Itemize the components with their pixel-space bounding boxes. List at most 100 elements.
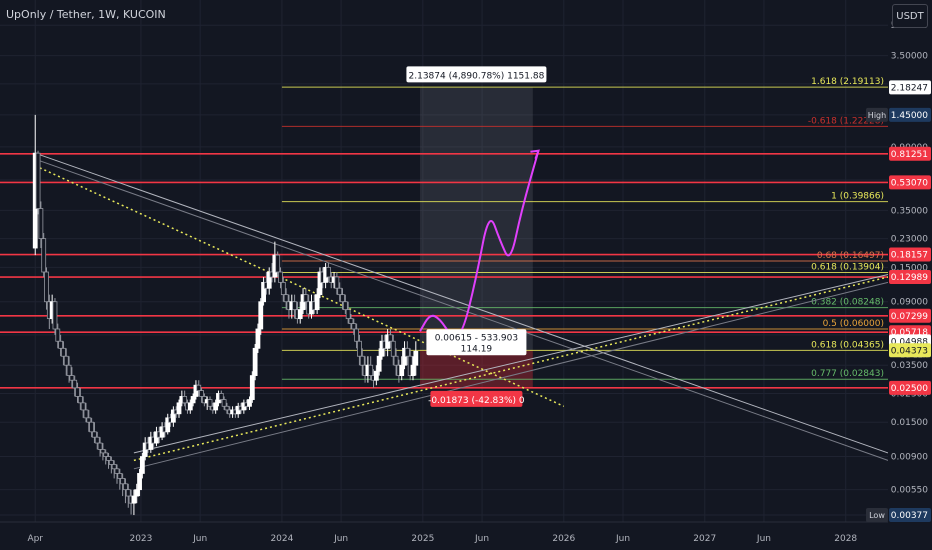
- candle-body: [354, 328, 360, 342]
- candle-body: [297, 309, 303, 320]
- candle-body: [125, 489, 131, 497]
- candle-body: [100, 449, 106, 454]
- candle-body: [117, 473, 123, 479]
- candle-body: [334, 276, 340, 289]
- candle-body: [252, 347, 258, 376]
- y-tick-label: 0.23000: [891, 235, 928, 245]
- price-badge: [889, 80, 931, 95]
- y-tick-label: 0.00900: [891, 453, 928, 463]
- candle-body: [340, 294, 345, 303]
- position-label-line1: 0.00615 - 533.903: [435, 333, 518, 343]
- candle-body: [176, 402, 182, 415]
- price-badge-label: 0.04988: [891, 337, 928, 347]
- candle-body: [75, 387, 80, 397]
- candle-body: [368, 364, 374, 376]
- candle-body: [410, 364, 416, 376]
- x-tick-label: Jun: [474, 534, 489, 544]
- x-tick-label: 2025: [411, 534, 434, 544]
- candle-body: [413, 350, 419, 366]
- price-badge: [889, 107, 931, 122]
- candle-body: [348, 318, 354, 325]
- x-tick-label: 2023: [129, 534, 152, 544]
- currency-unit-button[interactable]: USDT: [892, 4, 928, 28]
- candle-body: [207, 399, 213, 407]
- candle-body: [63, 355, 69, 366]
- fib-level-label: 0.618 (0.13904): [811, 262, 884, 272]
- candle-body: [300, 294, 306, 311]
- candle-body: [97, 442, 103, 450]
- yellow-dotted-trendline-2: [133, 276, 889, 462]
- candle-body: [393, 355, 399, 366]
- candle-body: [390, 340, 396, 357]
- y-tick-label: 0.09000: [891, 298, 928, 308]
- candle-body: [66, 364, 72, 376]
- candle-body: [258, 301, 264, 330]
- candle-body: [38, 208, 44, 240]
- y-tick-label: 0.15000: [891, 263, 928, 273]
- target-label: 2.13874 (4,890.78%) 1151.88: [409, 71, 545, 81]
- fib-level-label: 0.5 (0.06000): [823, 319, 884, 329]
- yellow-dotted-trendline: [34, 165, 565, 407]
- price-badge: [889, 308, 931, 323]
- candle-body: [255, 328, 261, 349]
- candle-body: [292, 301, 297, 311]
- candle-body: [337, 287, 343, 296]
- candle-body: [342, 301, 348, 311]
- candle-body: [92, 431, 97, 438]
- fib-level-label: 1.618 (2.19113): [811, 77, 884, 87]
- candle-body: [199, 390, 204, 397]
- price-badge-label: 0.12989: [891, 273, 928, 283]
- price-badge-label: 0.02500: [891, 384, 928, 394]
- candle-body: [357, 340, 362, 357]
- candle-body: [379, 340, 385, 357]
- candle-body: [86, 417, 92, 423]
- target-label-box: [406, 66, 547, 83]
- candle-body: [303, 294, 309, 303]
- price-badge-label: 1.45000: [891, 111, 928, 121]
- x-tick-label: 2028: [834, 534, 857, 544]
- candle-body: [190, 396, 196, 404]
- x-tick-label: Apr: [27, 534, 43, 544]
- candle-body: [165, 417, 171, 433]
- chart-title: UpOnly / Tether, 1W, KUCOIN: [6, 8, 166, 21]
- candle-body: [278, 271, 283, 283]
- price-badge-tag: [866, 107, 888, 122]
- y-tick-label: 0.01500: [891, 418, 928, 428]
- price-badge: [889, 270, 931, 285]
- candle-body: [35, 152, 41, 209]
- candle-body: [69, 375, 75, 381]
- price-badge-tag-label: High: [868, 111, 886, 120]
- price-badge: [889, 247, 931, 262]
- candle-body: [120, 478, 126, 485]
- price-badge-label: 0.04373: [891, 346, 928, 356]
- candle-body: [224, 405, 230, 411]
- x-tick-label: Jun: [615, 534, 630, 544]
- triangle-lower-line: [133, 273, 889, 454]
- candle-body: [213, 402, 219, 411]
- candle-body: [55, 328, 61, 342]
- triangle-upper-line: [35, 152, 889, 454]
- candle-body: [182, 396, 188, 404]
- candle-body: [359, 355, 365, 366]
- y-tick-label: 0.03500: [891, 361, 928, 371]
- candle-body: [283, 294, 289, 303]
- triangle-upper-line-2: [35, 158, 889, 461]
- candle-body: [137, 473, 142, 491]
- candle-body: [44, 271, 49, 303]
- price-badge-label: 0.00377: [891, 511, 928, 521]
- y-tick-label: 0.35000: [891, 206, 928, 216]
- y-tick-label: 3.50000: [891, 52, 928, 62]
- candle-body: [399, 364, 405, 376]
- candle-body: [134, 489, 140, 497]
- x-tick-label: Jun: [192, 534, 207, 544]
- candle-body: [106, 456, 111, 461]
- y-tick-label: 0.00550: [891, 486, 928, 496]
- fib-level-label: -0.618 (1.22228): [808, 116, 884, 126]
- candle-body: [326, 266, 331, 278]
- candle-body: [80, 402, 86, 411]
- candle-body: [131, 495, 137, 504]
- projection-arrowhead: [530, 149, 540, 160]
- fib-level-label: 0.618 (0.04365): [811, 340, 884, 350]
